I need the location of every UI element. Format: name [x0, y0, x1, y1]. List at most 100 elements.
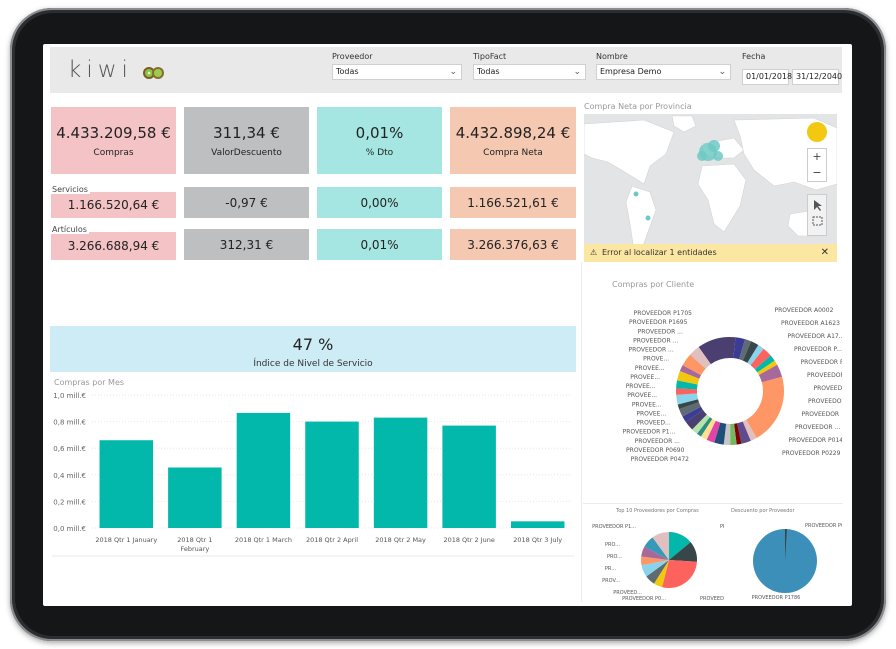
donut-label-left: PROVEEDOR ... — [629, 347, 674, 354]
kpi-compras[interactable]: 4.433.209,58 € Compras — [51, 107, 176, 174]
top10-title: Top 10 Proveedores por Compras — [616, 508, 699, 514]
donut-label-left: PROVEE... — [630, 374, 660, 381]
donut-slice — [730, 423, 737, 445]
servicios-dto[interactable]: 0,00% — [317, 187, 442, 218]
kpi-value: 1.166.521,61 € — [467, 195, 559, 210]
x-tick-label: 2018 Qtr 2 May — [375, 536, 426, 544]
slicer-label: Fecha — [742, 52, 766, 61]
donut-slice — [737, 421, 751, 444]
articulos-compras[interactable]: 3.266.688,94 € — [51, 232, 176, 260]
bar — [99, 440, 154, 528]
bar — [442, 425, 496, 528]
donut-label-left: PROVEE... — [627, 392, 657, 399]
bar — [305, 421, 359, 528]
donut-slice — [723, 423, 731, 445]
kpi-value: 0,00% — [360, 195, 399, 210]
y-tick-label: 0,8 mill.€ — [53, 419, 86, 427]
donut-label-right: PROVEEDOR P... — [801, 359, 843, 366]
pie-label: PROVEED... — [613, 590, 642, 596]
articulos-dto[interactable]: 0,01% — [317, 229, 442, 260]
donut-slice — [676, 393, 699, 405]
pie-label: PR... — [605, 566, 616, 572]
x-tick-label: 2018 Qtr 2 June — [443, 536, 494, 544]
donut-slice — [714, 422, 727, 445]
close-icon[interactable]: ✕ — [820, 247, 829, 258]
map-title: Compra Neta por Provincia — [584, 102, 692, 111]
descuento-por-proveedor-chart[interactable]: PROVEEDOR P0073 PROVEEDOR P1786 — [728, 514, 842, 602]
donut-slice — [739, 339, 752, 361]
y-tick-label: 0,4 mill.€ — [53, 472, 86, 480]
donut-label-left: PROVEEDOR P1695 — [629, 319, 688, 326]
pie-slice — [669, 532, 691, 560]
donut-slice — [754, 355, 775, 373]
proveedor-dropdown[interactable]: Todas ⌄ — [332, 64, 462, 80]
donut-slice — [676, 388, 698, 395]
compras-por-mes-chart[interactable]: 0,0 mill.€ 0,2 mill.€ 0,4 mill.€ 0,6 mill.€… — [50, 388, 576, 558]
chevron-down-icon: ⌄ — [449, 67, 457, 77]
map-select-tools[interactable] — [807, 194, 827, 236]
kpi-label: Compras — [93, 147, 134, 158]
donut-slice — [742, 419, 757, 441]
bar — [510, 521, 565, 528]
zoom-out-button[interactable]: − — [812, 166, 822, 179]
donut-slice — [690, 347, 711, 369]
lightbulb-icon[interactable] — [807, 122, 827, 142]
pie-label: PROVEEDOR P0073 — [805, 523, 842, 529]
donut-slice — [682, 354, 706, 376]
chevron-down-icon: ⌄ — [573, 67, 581, 77]
fecha-from-input[interactable]: 01/01/2018 — [742, 69, 792, 85]
tipofact-dropdown[interactable]: Todas ⌄ — [473, 64, 586, 80]
donut-label-left: PROVEE... — [635, 365, 665, 372]
kpi-compra-neta[interactable]: 4.432.898,24 € Compra Neta — [450, 107, 576, 174]
kpi-value: 4.433.209,58 € — [56, 123, 171, 142]
y-tick-label: 0,2 mill.€ — [53, 498, 86, 506]
donut-label-left: PROVEE... — [632, 401, 662, 408]
kpi-dto[interactable]: 0,01% % Dto — [317, 107, 442, 174]
donut-slice — [733, 337, 746, 360]
kpi-value: 0,01% — [360, 237, 399, 252]
bar-chart-title: Compras por Mes — [54, 378, 125, 387]
servicios-compra-neta[interactable]: 1.166.521,61 € — [450, 187, 576, 218]
service-level-value: 47 % — [292, 335, 334, 354]
pie-slice — [641, 556, 669, 566]
kpi-valordescuento[interactable]: 311,34 € ValorDescuento — [184, 107, 309, 174]
donut-slice — [677, 399, 699, 410]
map-visual[interactable]: + − ⚠ Error al localizar 1 entidades ✕ — [584, 114, 837, 262]
pie-slice — [641, 560, 669, 577]
donut-title: Compras por Cliente — [612, 280, 695, 289]
servicios-descuento[interactable]: -0,97 € — [184, 187, 309, 218]
warning-icon: ⚠ — [590, 248, 598, 257]
y-tick-label: 0,6 mill.€ — [53, 445, 86, 453]
kpi-label: % Dto — [365, 147, 394, 158]
articulos-descuento[interactable]: 312,31 € — [184, 229, 309, 260]
donut-label-right: PROVEEDOR P0142 — [789, 437, 843, 444]
donut-label-left: PROVEEDOR ... — [633, 337, 678, 344]
kpi-value: 312,31 € — [219, 237, 274, 252]
donut-slice — [734, 423, 742, 445]
donut-slice — [679, 402, 701, 417]
articulos-compra-neta[interactable]: 3.266.376,63 € — [450, 229, 576, 260]
zoom-in-button[interactable]: + — [812, 150, 822, 163]
kpi-value: 3.266.688,94 € — [67, 239, 160, 253]
pie-slice — [662, 560, 697, 588]
kiwi-fruit-icon — [143, 67, 164, 79]
compras-por-cliente-chart[interactable]: PROVEEDOR P1705 PROVEEDOR P1695 PROVEEDOR … — [584, 294, 842, 476]
service-level-label: Índice de Nivel de Servicio — [253, 359, 373, 369]
donut-label-right: PROVEEDOR — [802, 411, 840, 418]
service-level-card[interactable]: 47 % Índice de Nivel de Servicio — [50, 326, 576, 372]
kpi-value: 0,01% — [355, 123, 404, 142]
nombre-dropdown[interactable]: Empresa Demo ⌄ — [596, 64, 731, 80]
pie-slice — [669, 542, 697, 562]
descuento-title: Descuento por Proveedor — [731, 508, 795, 514]
fecha-to-input[interactable]: 31/12/2040 — [792, 69, 842, 85]
pie-slice — [641, 546, 669, 560]
servicios-compras[interactable]: 1.166.520,64 € — [51, 192, 176, 218]
map-error-text: Error al localizar 1 entidades — [602, 248, 717, 257]
bar — [373, 417, 428, 528]
slicer-fecha: Fecha 01/01/2018 31/12/2040 — [742, 52, 842, 85]
y-tick-label: 1,0 mill.€ — [53, 392, 86, 400]
donut-slice — [757, 360, 778, 375]
donut-label-right: PROVEEDOR A0002 — [775, 307, 834, 314]
kpi-label: Compra Neta — [483, 147, 543, 158]
top10-proveedores-chart[interactable]: PROVEEDOR P1... PROVEEDOR A0... PRO... PRO.… — [584, 514, 724, 602]
